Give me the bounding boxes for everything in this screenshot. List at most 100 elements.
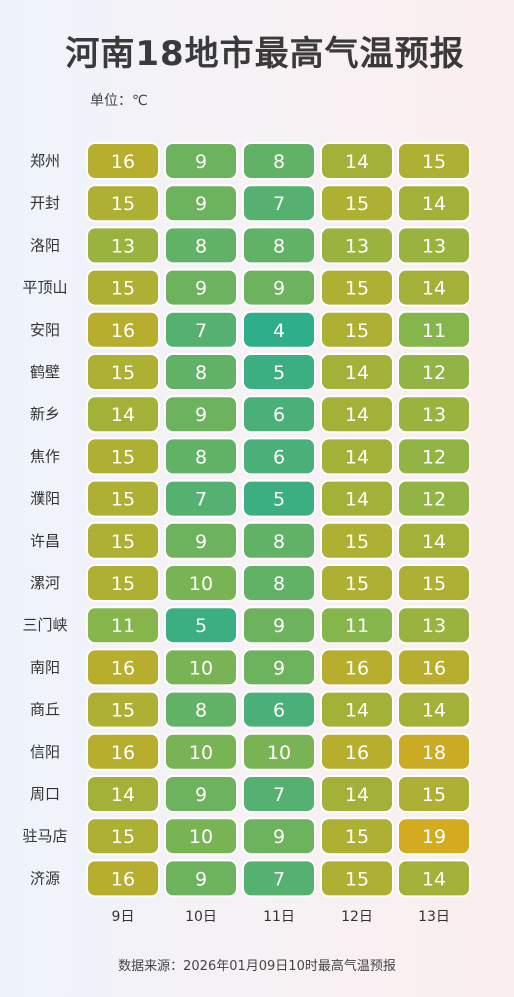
cell-value-label: 7	[273, 193, 285, 215]
cell-value-label: 14	[345, 784, 369, 806]
cell-value-label: 6	[273, 404, 285, 426]
row-label: 安阳	[30, 321, 60, 339]
cell-value-label: 15	[422, 573, 446, 595]
cell-value-label: 15	[422, 151, 446, 173]
cell-value-label: 5	[195, 615, 207, 637]
cell-value-label: 12	[422, 446, 446, 468]
cell-value-label: 9	[195, 868, 207, 890]
data-source-note: 数据来源：2026年01月09日10时最高气温预报	[0, 955, 514, 974]
cell-value-label: 15	[345, 826, 369, 848]
column-label: 9日	[112, 909, 135, 925]
cell-value-label: 6	[273, 700, 285, 722]
cell-value-label: 8	[273, 151, 285, 173]
cell-value-label: 16	[111, 742, 135, 764]
cell-value-label: 15	[111, 826, 135, 848]
cell-value-label: 10	[189, 826, 213, 848]
cell-value-label: 10	[267, 742, 291, 764]
cell-value-label: 10	[189, 657, 213, 679]
cell-value-label: 14	[422, 278, 446, 300]
cell-value-label: 8	[195, 700, 207, 722]
cell-value-label: 15	[345, 193, 369, 215]
cell-value-label: 9	[273, 826, 285, 848]
cell-value-label: 14	[345, 151, 369, 173]
cell-value-label: 9	[195, 531, 207, 553]
cell-value-label: 15	[422, 784, 446, 806]
row-label: 南阳	[30, 658, 60, 676]
cell-value-label: 7	[195, 489, 207, 511]
cell-value-label: 16	[111, 151, 135, 173]
cell-value-label: 14	[111, 404, 135, 426]
cell-value-label: 13	[422, 235, 446, 257]
cell-value-label: 8	[195, 446, 207, 468]
cell-value-label: 15	[345, 573, 369, 595]
cell-value-label: 7	[273, 784, 285, 806]
cell-value-label: 9	[273, 657, 285, 679]
cell-value-label: 15	[111, 362, 135, 384]
row-label: 漯河	[30, 574, 60, 592]
cell-value-label: 11	[345, 615, 369, 637]
row-label: 鹤壁	[30, 363, 60, 381]
column-label: 12日	[341, 909, 373, 925]
row-label: 三门峡	[22, 616, 67, 634]
cell-value-label: 15	[345, 868, 369, 890]
cell-value-label: 8	[273, 235, 285, 257]
cell-value-label: 15	[111, 446, 135, 468]
row-label: 许昌	[30, 532, 60, 550]
cell-value-label: 9	[273, 278, 285, 300]
cell-value-label: 7	[195, 320, 207, 342]
cell-value-label: 8	[273, 531, 285, 553]
cell-value-label: 14	[422, 193, 446, 215]
cell-value-label: 14	[345, 362, 369, 384]
cell-value-label: 14	[422, 531, 446, 553]
cell-value-label: 14	[111, 784, 135, 806]
column-label: 10日	[185, 909, 217, 925]
cell-value-label: 9	[195, 784, 207, 806]
cell-value-label: 13	[345, 235, 369, 257]
cell-value-label: 8	[273, 573, 285, 595]
cell-value-label: 11	[422, 320, 446, 342]
cell-value-label: 18	[422, 742, 446, 764]
cell-value-label: 15	[111, 573, 135, 595]
cell-value-label: 8	[195, 235, 207, 257]
cell-value-label: 10	[189, 742, 213, 764]
cell-value-label: 13	[111, 235, 135, 257]
cell-value-label: 9	[195, 278, 207, 300]
cell-value-label: 7	[273, 868, 285, 890]
cell-value-label: 14	[345, 489, 369, 511]
cell-value-label: 13	[422, 615, 446, 637]
row-label: 周口	[30, 785, 60, 803]
cell-value-label: 14	[345, 700, 369, 722]
cell-value-label: 14	[345, 446, 369, 468]
row-label: 开封	[30, 194, 60, 212]
column-label: 13日	[418, 909, 450, 925]
cell-value-label: 9	[273, 615, 285, 637]
cell-value-label: 6	[273, 446, 285, 468]
cell-value-label: 4	[273, 320, 285, 342]
cell-value-label: 5	[273, 362, 285, 384]
row-label: 焦作	[30, 447, 60, 465]
column-label: 11日	[263, 909, 295, 925]
cell-value-label: 16	[345, 657, 369, 679]
cell-value-label: 15	[345, 278, 369, 300]
cell-value-label: 15	[111, 489, 135, 511]
row-label: 驻马店	[22, 827, 67, 845]
cell-value-label: 15	[111, 278, 135, 300]
cell-value-label: 16	[111, 320, 135, 342]
cell-value-label: 19	[422, 826, 446, 848]
cell-value-label: 14	[422, 868, 446, 890]
cell-value-label: 8	[195, 362, 207, 384]
row-label: 洛阳	[30, 236, 60, 254]
row-label: 平顶山	[22, 279, 67, 297]
cell-value-label: 9	[195, 193, 207, 215]
cell-value-label: 16	[111, 868, 135, 890]
row-label: 济源	[30, 869, 60, 887]
cell-value-label: 14	[345, 404, 369, 426]
cell-value-label: 9	[195, 151, 207, 173]
cell-value-label: 15	[345, 531, 369, 553]
cell-value-label: 16	[345, 742, 369, 764]
cell-value-label: 12	[422, 362, 446, 384]
cell-value-label: 10	[189, 573, 213, 595]
cell-value-label: 12	[422, 489, 446, 511]
row-label: 商丘	[30, 701, 60, 719]
